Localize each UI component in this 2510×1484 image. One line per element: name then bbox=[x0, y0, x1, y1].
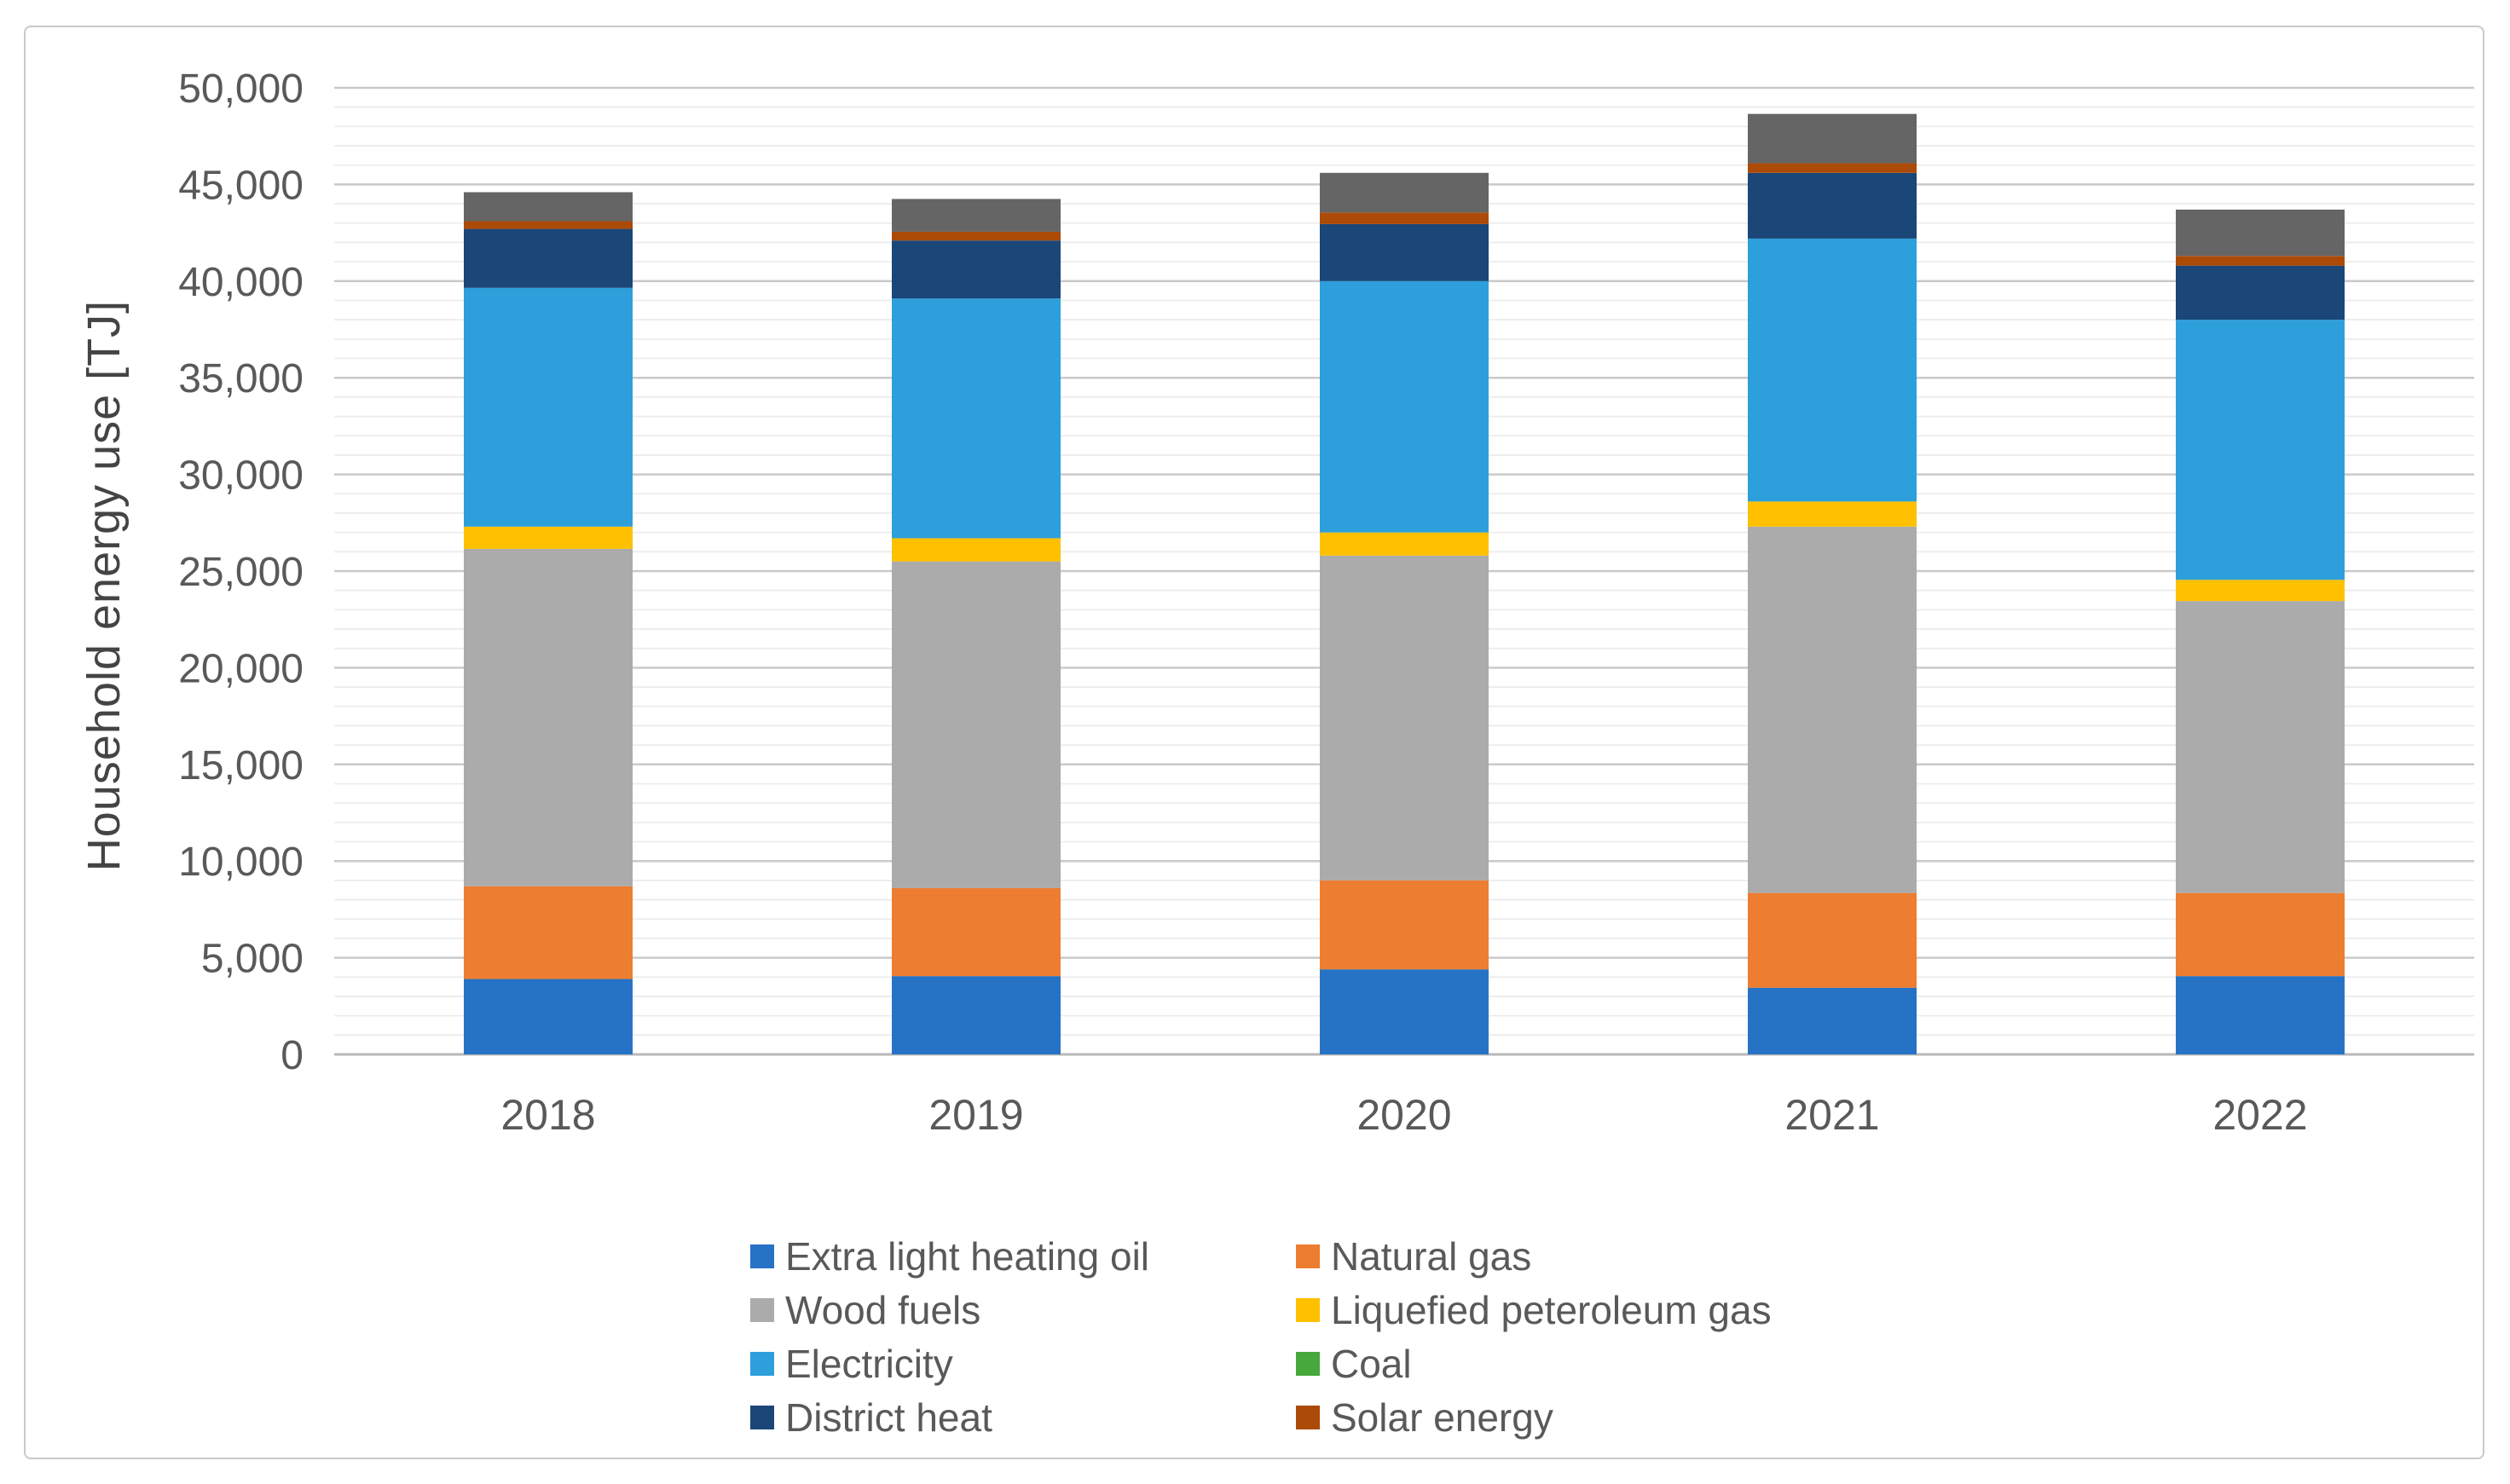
figure-border bbox=[24, 26, 2484, 1459]
legend-swatch-icon bbox=[1296, 1351, 1320, 1376]
bar-segment bbox=[2176, 601, 2345, 893]
bar-segment bbox=[1748, 238, 1917, 502]
x-tick-label: 2019 bbox=[928, 1091, 1023, 1139]
bar-segment bbox=[892, 240, 1061, 299]
legend-swatch-icon bbox=[750, 1351, 774, 1376]
bar-segment bbox=[2176, 209, 2345, 257]
legend-label: Coal bbox=[1331, 1341, 1412, 1386]
bar-segment bbox=[892, 298, 1061, 539]
y-tick-label: 35,000 bbox=[178, 356, 304, 401]
y-tick-label: 40,000 bbox=[178, 260, 304, 305]
bar-segment bbox=[1320, 212, 1489, 224]
bar-segment bbox=[2176, 892, 2345, 977]
legend-item-liquefied-peteroleum-gas: Liquefied peteroleum gas bbox=[1296, 1287, 1772, 1333]
legend-swatch-icon bbox=[750, 1244, 774, 1268]
bar-segment bbox=[464, 526, 633, 549]
bar-segment bbox=[892, 231, 1061, 241]
legend-label: District heat bbox=[785, 1394, 992, 1440]
bar-segment bbox=[464, 886, 633, 979]
bar-segment bbox=[1748, 987, 1917, 1054]
legend-item-wood-fuels: Wood fuels bbox=[750, 1287, 1296, 1333]
bar-segment bbox=[2176, 256, 2345, 266]
legend-label: Natural gas bbox=[1331, 1233, 1532, 1279]
legend-label: Liquefied peteroleum gas bbox=[1331, 1287, 1772, 1332]
bar-segment bbox=[892, 538, 1061, 562]
legend-swatch-icon bbox=[750, 1405, 774, 1429]
y-tick-label: 15,000 bbox=[178, 743, 304, 788]
bar-segment bbox=[1748, 113, 1917, 164]
y-tick-label: 45,000 bbox=[178, 163, 304, 208]
y-tick-label: 50,000 bbox=[178, 66, 304, 112]
bar-segment bbox=[1320, 532, 1489, 556]
y-tick-label: 30,000 bbox=[178, 453, 304, 499]
x-tick-label: 2022 bbox=[2212, 1091, 2307, 1139]
bar-segment bbox=[1320, 969, 1489, 1054]
legend-item-district-heat: District heat bbox=[750, 1394, 1296, 1441]
legend-label: Solar energy bbox=[1331, 1394, 1553, 1440]
bar-segment bbox=[464, 979, 633, 1054]
bar-segment bbox=[1320, 880, 1489, 970]
bar-segment bbox=[1320, 280, 1489, 533]
legend-label: Electricity bbox=[785, 1341, 953, 1386]
bar-segment bbox=[464, 228, 633, 288]
bar-segment bbox=[464, 287, 633, 527]
bar-segment bbox=[2176, 976, 2345, 1054]
bar-segment bbox=[892, 887, 1061, 977]
bar-segment bbox=[2176, 580, 2345, 602]
legend-label: Wood fuels bbox=[785, 1287, 981, 1332]
chart-legend: Extra light heating oil Natural gas Wood… bbox=[750, 1229, 1772, 1444]
y-tick-label: 25,000 bbox=[178, 550, 304, 595]
legend-item-electricity: Electricity bbox=[750, 1341, 1296, 1387]
bar-segment bbox=[1748, 501, 1917, 527]
bar-segment bbox=[1320, 223, 1489, 281]
bar-segment bbox=[2176, 265, 2345, 320]
y-tick-label: 20,000 bbox=[178, 646, 304, 691]
bar-segment bbox=[1748, 172, 1917, 239]
legend-swatch-icon bbox=[1296, 1297, 1320, 1322]
legend-swatch-icon bbox=[1296, 1405, 1320, 1429]
legend-item-extra-light-heating-oil: Extra light heating oil bbox=[750, 1233, 1296, 1279]
y-tick-label: 10,000 bbox=[178, 840, 304, 885]
legend-item-natural-gas: Natural gas bbox=[1296, 1233, 1772, 1279]
bar-segment bbox=[1748, 892, 1917, 988]
bar-segment bbox=[1748, 163, 1917, 173]
y-axis-title: Household energy use [TJ] bbox=[78, 299, 130, 872]
bar-segment bbox=[892, 561, 1061, 888]
bar-segment bbox=[464, 548, 633, 886]
legend-swatch-icon bbox=[750, 1297, 774, 1322]
x-tick-label: 2018 bbox=[500, 1091, 595, 1139]
legend-label: Extra light heating oil bbox=[785, 1233, 1150, 1279]
bar-segment bbox=[1320, 172, 1489, 213]
bar-segment bbox=[464, 192, 633, 222]
bar-segment bbox=[464, 221, 633, 229]
bar-segment bbox=[1748, 526, 1917, 893]
bar-segment bbox=[1320, 555, 1489, 881]
bar-segment bbox=[892, 199, 1061, 232]
legend-swatch-icon bbox=[1296, 1244, 1320, 1268]
legend-item-solar-energy: Solar energy bbox=[1296, 1394, 1772, 1441]
bar-segment bbox=[2176, 320, 2345, 580]
x-tick-label: 2021 bbox=[1784, 1091, 1879, 1139]
y-tick-label: 0 bbox=[280, 1033, 304, 1078]
x-tick-label: 2020 bbox=[1356, 1091, 1451, 1139]
y-tick-label: 5,000 bbox=[201, 937, 304, 982]
bar-segment bbox=[892, 976, 1061, 1054]
legend-item-coal: Coal bbox=[1296, 1341, 1772, 1387]
